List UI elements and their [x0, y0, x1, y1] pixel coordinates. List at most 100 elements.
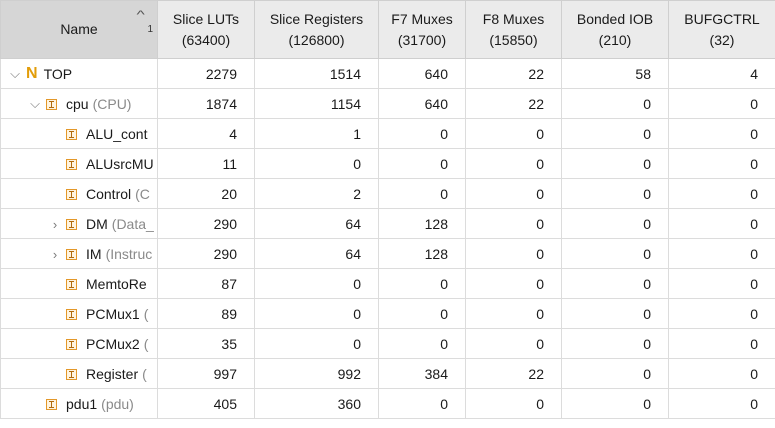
chevron-right-icon[interactable]: ›	[52, 216, 58, 232]
cell-slice-registers: 0	[254, 268, 379, 299]
hierarchy-cell: Control (C	[0, 178, 158, 209]
top-module-icon: N	[26, 65, 38, 82]
cell-f8-muxes: 0	[465, 388, 562, 419]
module-icon	[66, 368, 77, 380]
table-row[interactable]: Control (C 20 2 0 0 0 0	[0, 178, 775, 209]
column-header-slice-registers[interactable]: Slice Registers (126800)	[254, 0, 379, 59]
cell-f8-muxes: 22	[465, 58, 562, 89]
cell-f8-muxes: 0	[465, 328, 562, 359]
table-row[interactable]: MemtoRe 87 0 0 0 0 0	[0, 268, 775, 299]
cell-slice-luts: 997	[157, 358, 255, 389]
cell-bufgctrl: 0	[668, 208, 775, 239]
column-header-slice-luts[interactable]: Slice LUTs (63400)	[157, 0, 255, 59]
module-name: MemtoRe	[86, 276, 147, 292]
cell-f8-muxes: 22	[465, 358, 562, 389]
cell-slice-registers: 2	[254, 178, 379, 209]
column-header-f7-muxes[interactable]: F7 Muxes (31700)	[378, 0, 466, 59]
module-name: ALU_cont	[86, 126, 148, 142]
cell-bufgctrl: 0	[668, 148, 775, 179]
table-row[interactable]: ALUsrcMU 11 0 0 0 0 0	[0, 148, 775, 179]
cell-f7-muxes: 0	[378, 298, 466, 329]
table-row[interactable]: PCMux1 ( 89 0 0 0 0 0	[0, 298, 775, 329]
cell-slice-registers: 0	[254, 148, 379, 179]
cell-slice-registers: 360	[254, 388, 379, 419]
cell-f7-muxes: 128	[378, 238, 466, 269]
cell-f7-muxes: 0	[378, 328, 466, 359]
cell-slice-luts: 89	[157, 298, 255, 329]
instance-name: (Instruc	[105, 246, 153, 262]
module-name: TOP	[43, 66, 73, 82]
column-header-bufgctrl[interactable]: BUFGCTRL (32)	[668, 0, 775, 59]
cell-bonded-iob: 0	[561, 208, 669, 239]
module-icon	[66, 278, 77, 290]
column-capacity: (31700)	[397, 31, 447, 48]
column-capacity: (15850)	[489, 31, 538, 48]
hierarchy-cell: Register (	[0, 358, 158, 389]
cell-f7-muxes: 0	[378, 118, 466, 149]
module-icon	[66, 218, 77, 230]
cell-slice-luts: 20	[157, 178, 255, 209]
module-name: IM	[86, 246, 102, 262]
column-title: Slice LUTs	[172, 10, 240, 27]
module-icon	[66, 188, 77, 200]
column-header-bonded-iob[interactable]: Bonded IOB (210)	[561, 0, 669, 59]
cell-slice-registers: 992	[254, 358, 379, 389]
table-row[interactable]: Register ( 997 992 384 22 0 0	[0, 358, 775, 389]
cell-f7-muxes: 640	[378, 58, 466, 89]
hierarchy-cell: ALUsrcMU	[0, 148, 158, 179]
cell-f7-muxes: 640	[378, 88, 466, 119]
chevron-down-icon[interactable]: ⌵	[10, 66, 20, 81]
cell-bonded-iob: 0	[561, 178, 669, 209]
table-row[interactable]: › IM (Instruc 290 64 128 0 0 0	[0, 238, 775, 269]
sort-ascending-icon: ^	[136, 9, 145, 21]
cell-slice-luts: 405	[157, 388, 255, 419]
utilization-table: Name ^ 1 Slice LUTs (63400) Slice Registe…	[0, 0, 775, 419]
chevron-right-icon[interactable]: ›	[52, 246, 58, 262]
cell-f7-muxes: 0	[378, 178, 466, 209]
table-row[interactable]: › DM (Data_ 290 64 128 0 0 0	[0, 208, 775, 239]
hierarchy-cell: › DM (Data_	[0, 208, 158, 239]
column-capacity: (210)	[598, 31, 632, 48]
cell-slice-luts: 1874	[157, 88, 255, 119]
cell-f8-muxes: 0	[465, 238, 562, 269]
cell-bonded-iob: 0	[561, 238, 669, 269]
module-icon	[66, 338, 77, 350]
cell-slice-luts: 290	[157, 238, 255, 269]
module-name: PCMux1	[86, 306, 140, 322]
module-name: PCMux2	[86, 336, 140, 352]
column-title: F8 Muxes	[482, 10, 545, 27]
module-name: cpu	[66, 96, 89, 112]
instance-name: (pdu)	[101, 396, 134, 412]
table-row[interactable]: pdu1 (pdu) 405 360 0 0 0 0	[0, 388, 775, 419]
cell-bufgctrl: 0	[668, 118, 775, 149]
chevron-down-icon[interactable]: ⌵	[30, 96, 40, 111]
cell-bufgctrl: 0	[668, 298, 775, 329]
cell-f8-muxes: 0	[465, 148, 562, 179]
column-header-name[interactable]: Name ^ 1	[0, 0, 158, 59]
table-row[interactable]: ⌵ N TOP 2279 1514 640 22 58 4	[0, 58, 775, 89]
module-name: DM	[86, 216, 108, 232]
cell-bufgctrl: 0	[668, 388, 775, 419]
module-icon	[66, 128, 77, 140]
column-header-f8-muxes[interactable]: F8 Muxes (15850)	[465, 0, 562, 59]
hierarchy-cell: ⌵ cpu (CPU)	[0, 88, 158, 119]
cell-bonded-iob: 0	[561, 358, 669, 389]
column-capacity: (126800)	[288, 31, 345, 48]
column-title: Slice Registers	[269, 10, 364, 27]
cell-bufgctrl: 4	[668, 58, 775, 89]
table-row[interactable]: PCMux2 ( 35 0 0 0 0 0	[0, 328, 775, 359]
cell-slice-registers: 1514	[254, 58, 379, 89]
column-title: BUFGCTRL	[684, 10, 760, 27]
cell-slice-luts: 87	[157, 268, 255, 299]
cell-slice-registers: 64	[254, 208, 379, 239]
column-title: Bonded IOB	[576, 10, 654, 27]
table-row[interactable]: ALU_cont 4 1 0 0 0 0	[0, 118, 775, 149]
cell-bonded-iob: 0	[561, 148, 669, 179]
cell-bufgctrl: 0	[668, 328, 775, 359]
cell-f7-muxes: 128	[378, 208, 466, 239]
cell-f7-muxes: 0	[378, 148, 466, 179]
cell-f8-muxes: 0	[465, 268, 562, 299]
module-icon	[66, 248, 77, 260]
column-capacity: (63400)	[181, 31, 231, 48]
table-row[interactable]: ⌵ cpu (CPU) 1874 1154 640 22 0 0	[0, 88, 775, 119]
